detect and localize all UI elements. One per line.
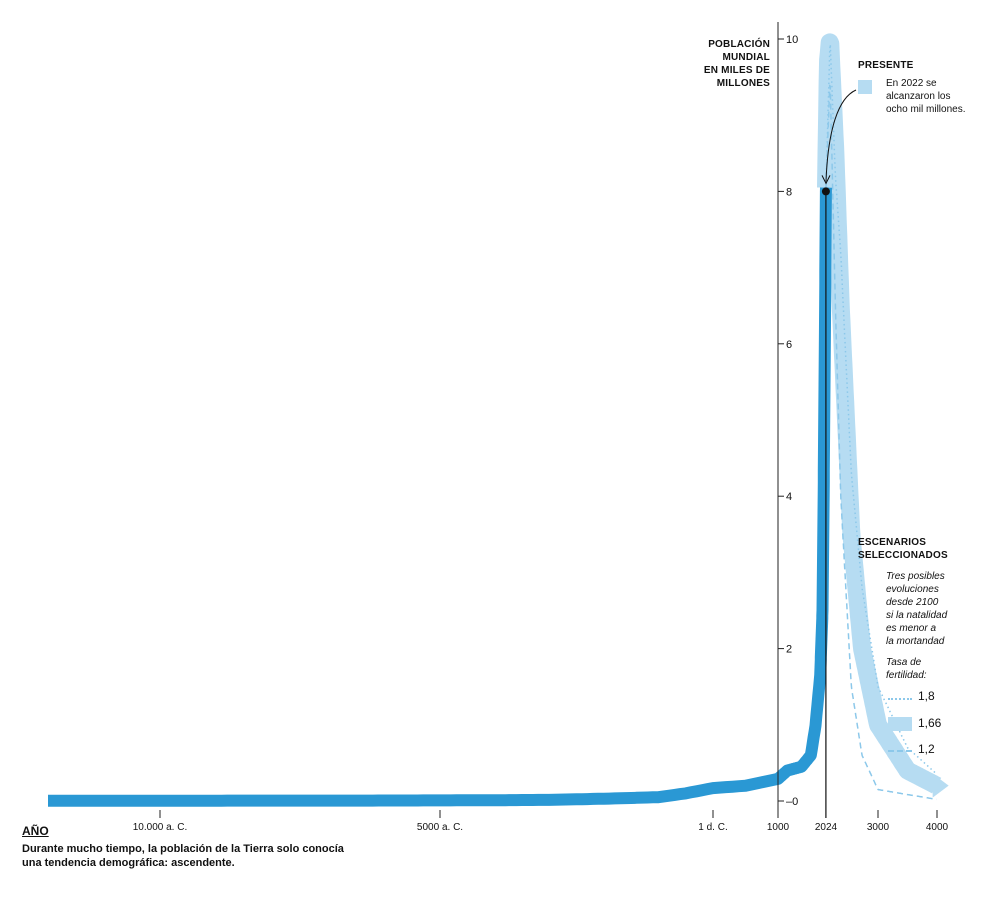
present-text-line: ocho mil millones. — [886, 104, 966, 115]
fertility-title: Tasa de fertilidad: — [886, 656, 981, 682]
legend-label: 1,2 — [918, 742, 935, 756]
legend-label: 1,8 — [918, 689, 935, 703]
y-tick-label: –0 — [786, 796, 798, 808]
present-arrow-head — [821, 175, 831, 185]
axes-layer: –0 2 4 6 8 10 10.000 a. C. 5000 a. C. 1 d. C. 100… — [133, 22, 949, 833]
y-tick-label: 8 — [786, 186, 792, 198]
y-axis-title: POBLACIÓN MUNDIAL EN MILES DE MILLONES — [700, 38, 770, 90]
scenario-arrow-head — [932, 773, 949, 798]
present-text-line: alcanzaron los — [886, 91, 951, 102]
annotation-layer — [821, 89, 857, 818]
x-tick-label: 1000 — [767, 822, 790, 833]
caption: Durante mucho tiempo, la población de la… — [22, 842, 344, 870]
scenarios-title-line: SELECCIONADOS — [858, 550, 948, 561]
present-text: En 2022 se alcanzaron los ocho mil millo… — [886, 77, 981, 116]
scenario-line-18 — [825, 44, 938, 775]
scenarios-text-line: evoluciones — [886, 584, 939, 595]
y-tick-label: 6 — [786, 339, 792, 351]
present-text-line: En 2022 se — [886, 78, 937, 89]
present-callout-line — [825, 89, 857, 182]
fertility-title-line: fertilidad: — [886, 670, 927, 681]
scenarios-text-line: si la natalidad — [886, 610, 948, 621]
y-title-line: MUNDIAL — [722, 52, 770, 63]
caption-line: Durante mucho tiempo, la población de la… — [22, 843, 344, 855]
y-title-line: MILLONES — [716, 78, 770, 89]
scenario-band-166 — [817, 33, 946, 795]
historical-population-line — [47, 185, 832, 807]
scenarios-text: Tres posibles evoluciones desde 2100 si … — [886, 570, 981, 648]
x-tick-label: 5000 a. C. — [417, 822, 463, 833]
caption-line: una tendencia demográfica: ascendente. — [22, 857, 235, 869]
legend-swatch-dotted — [888, 698, 912, 700]
present-marker-dot — [821, 187, 830, 196]
scenarios-text-line: desde 2100 — [886, 597, 939, 608]
legend-label: 1,66 — [918, 716, 942, 730]
y-tick-label: 2 — [786, 644, 792, 656]
x-axis-title: AÑO — [22, 824, 49, 838]
scenarios-text-line: es menor a — [886, 623, 937, 634]
y-tick-label: 10 — [786, 34, 798, 46]
scenario-layer — [817, 33, 949, 801]
present-swatch — [858, 80, 872, 94]
legend-swatch-band — [888, 717, 912, 731]
scenario-line-12 — [825, 84, 937, 801]
x-tick-label: 2024 — [815, 822, 838, 833]
y-title-line: POBLACIÓN — [708, 39, 770, 50]
scenarios-text-line: Tres posibles — [886, 571, 945, 582]
y-tick-label: 4 — [786, 491, 792, 503]
legend-swatch-dashed — [888, 750, 912, 752]
fertility-title-line: Tasa de — [886, 657, 922, 668]
x-tick-label: 10.000 a. C. — [133, 822, 187, 833]
scenarios-title: ESCENARIOS SELECCIONADOS — [858, 536, 948, 562]
scenarios-title-line: ESCENARIOS — [858, 537, 927, 548]
scenarios-text-line: la mortandad — [886, 636, 945, 647]
historical-layer — [47, 185, 832, 807]
x-tick-label: 3000 — [867, 822, 890, 833]
x-tick-label: 4000 — [926, 822, 949, 833]
y-title-line: EN MILES DE — [703, 65, 770, 76]
present-title: PRESENTE — [858, 60, 914, 71]
x-tick-label: 1 d. C. — [698, 822, 727, 833]
